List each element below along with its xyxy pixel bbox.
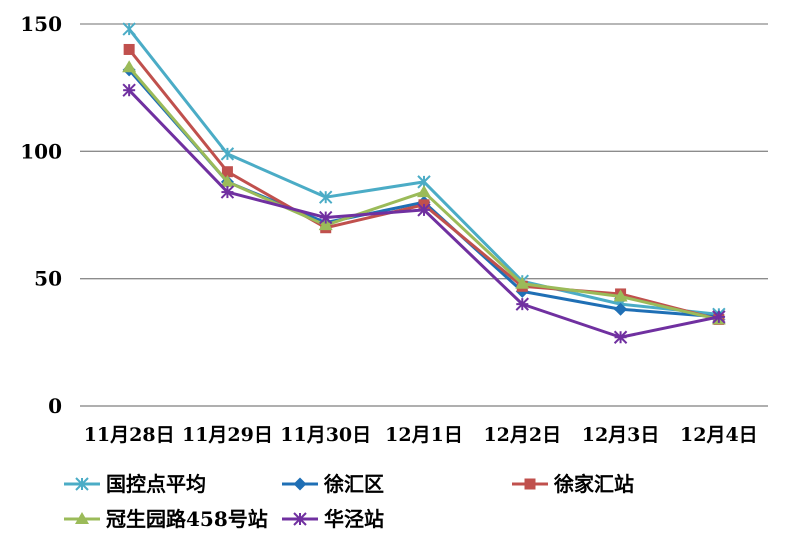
x-tick-label: 12月2日: [483, 424, 561, 446]
legend-marker: [75, 477, 89, 491]
data-point: [122, 60, 137, 73]
data-point: [417, 203, 431, 217]
data-point: [319, 190, 333, 204]
data-point: [613, 289, 628, 302]
gridlines: [80, 23, 768, 407]
x-tick-label: 11月29日: [182, 424, 273, 446]
x-axis-ticks: 11月28日 11月29日 11月30日 12月1日 12月2日 12月3日 12月4日: [84, 424, 758, 446]
series-lines: [122, 22, 726, 344]
legend-label: 冠生园路458号站: [106, 507, 268, 531]
legend-label: 华泾站: [324, 507, 384, 531]
legend-marker: [293, 512, 307, 526]
y-tick-label: 50: [34, 267, 62, 291]
x-tick-label: 11月28日: [84, 424, 175, 446]
data-point: [220, 174, 235, 187]
y-tick-label: 0: [48, 394, 62, 418]
legend-marker: [524, 478, 536, 490]
data-point: [515, 297, 529, 311]
x-tick-label: 12月4日: [680, 424, 758, 446]
legend-item: 徐家汇站: [512, 472, 634, 496]
legend-label: 徐汇区: [323, 472, 384, 496]
y-tick-label: 100: [20, 139, 62, 163]
data-point: [122, 22, 136, 36]
legend-item: 国控点平均: [64, 472, 206, 496]
data-point: [220, 185, 235, 199]
legend-label: 国控点平均: [106, 472, 206, 496]
data-point: [122, 83, 136, 97]
series-0: [122, 22, 726, 322]
legend-label: 徐家汇站: [553, 472, 634, 496]
legend-item: 冠生园路458号站: [64, 507, 268, 531]
data-point: [613, 330, 628, 344]
data-point: [417, 185, 431, 198]
legend-marker: [293, 477, 307, 491]
data-point: [220, 147, 235, 161]
legend-item: 华泾站: [282, 507, 384, 531]
data-point: [712, 310, 726, 324]
series-3: [122, 60, 726, 325]
y-tick-label: 150: [20, 12, 62, 36]
x-tick-label: 12月1日: [385, 424, 463, 446]
series-4: [122, 83, 726, 344]
legend-item: 徐汇区: [282, 472, 384, 496]
legend-marker: [75, 512, 89, 524]
data-point: [614, 302, 628, 316]
data-point: [318, 218, 333, 231]
data-point: [515, 276, 530, 289]
x-tick-label: 11月30日: [280, 424, 371, 446]
data-point: [221, 166, 233, 178]
data-point: [319, 210, 333, 225]
data-point: [123, 43, 135, 55]
y-axis-ticks: 0 50 100 150: [20, 12, 62, 418]
x-tick-label: 12月3日: [582, 424, 660, 446]
